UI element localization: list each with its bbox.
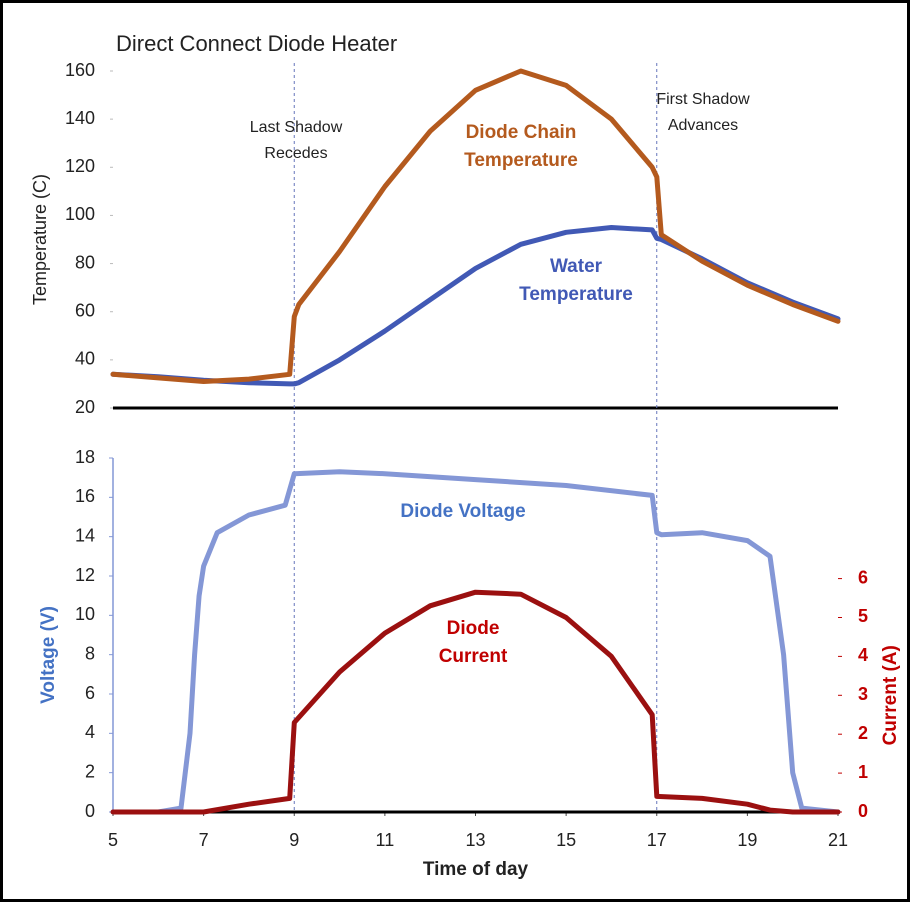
y2-tick-label: 5 [858, 606, 868, 626]
annotation: Last Shadow Recedes [249, 119, 343, 162]
series-line [110, 589, 841, 815]
y-tick-label: 160 [65, 60, 95, 80]
x-axis-label: Time of day [423, 859, 529, 880]
y-tick-label: 16 [75, 486, 95, 506]
y-tick-label: 0 [85, 801, 95, 821]
x-tick-label: 21 [828, 830, 848, 850]
y-tick-label: 20 [75, 397, 95, 417]
y-tick-label: 100 [65, 204, 95, 224]
y2-tick-label: 4 [858, 645, 868, 665]
x-tick-label: 15 [556, 830, 576, 850]
chart-title: Direct Connect Diode Heater [116, 31, 397, 56]
y-tick-label: 6 [85, 683, 95, 703]
series-line [110, 469, 841, 815]
chart: Direct Connect Diode Heater2040608010012… [30, 31, 901, 880]
y-tick-label: 120 [65, 156, 95, 176]
y-axis-label: Voltage (V) [38, 606, 59, 704]
y-tick-label: 80 [75, 252, 95, 272]
y-axis-label: Temperature (C) [30, 174, 50, 305]
series-label: Water Temperature [519, 256, 633, 305]
y-tick-label: 40 [75, 349, 95, 369]
y-tick-label: 14 [75, 525, 95, 545]
series-label: Diode Chain Temperature [464, 122, 578, 171]
x-tick-label: 13 [465, 830, 485, 850]
y2-tick-label: 2 [858, 723, 868, 743]
y2-axis-label: Current (A) [880, 645, 901, 745]
series-label: Diode Current [438, 618, 508, 667]
x-tick-label: 5 [108, 830, 118, 850]
x-tick-label: 7 [199, 830, 209, 850]
y-tick-label: 10 [75, 604, 95, 624]
y2-tick-label: 3 [858, 684, 868, 704]
y-tick-label: 18 [75, 447, 95, 467]
y-tick-label: 8 [85, 643, 95, 663]
y-tick-label: 2 [85, 761, 95, 781]
x-tick-label: 19 [737, 830, 757, 850]
x-tick-label: 11 [376, 830, 395, 850]
y-tick-label: 140 [65, 108, 95, 128]
y-tick-label: 4 [85, 722, 95, 742]
x-tick-label: 17 [647, 830, 667, 850]
y-tick-label: 60 [75, 300, 95, 320]
x-tick-label: 9 [289, 830, 299, 850]
y2-tick-label: 1 [858, 762, 868, 782]
y-tick-label: 12 [75, 565, 95, 585]
y2-tick-label: 6 [858, 567, 868, 587]
annotation: First Shadow Advances [656, 91, 750, 134]
series-label: Diode Voltage [400, 501, 526, 522]
y2-tick-label: 0 [858, 801, 868, 821]
series-line [110, 68, 841, 384]
series-line [110, 225, 841, 387]
